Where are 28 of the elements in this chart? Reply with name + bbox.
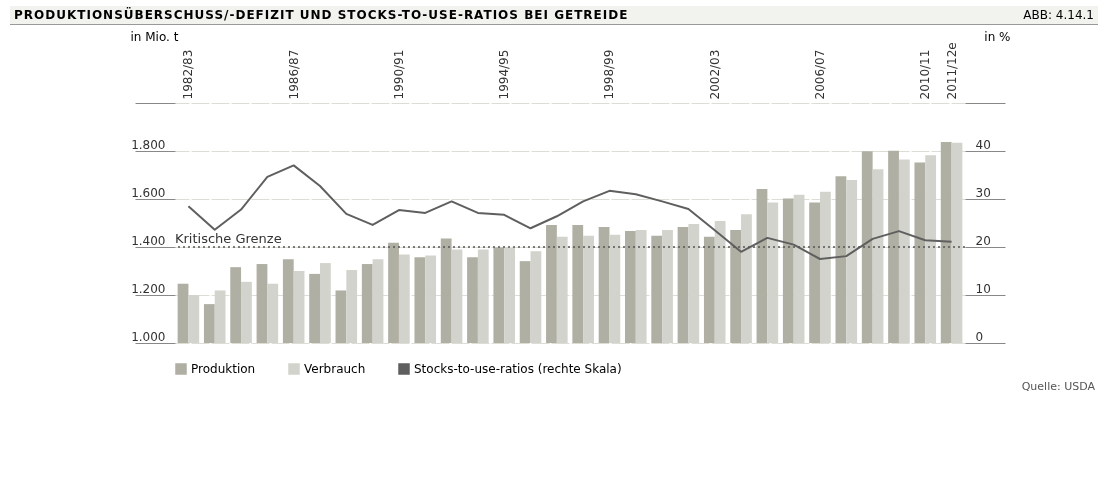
text: ABB: 4.14.1 [1023,8,1094,22]
y-tick-label: 1.600 [131,185,166,200]
y-tick-label: 1.000 [131,329,166,344]
x-tick-label: 2006/07 [813,49,827,100]
x-tick-label: 1998/99 [602,49,617,100]
y2-tick-label: 20 [975,233,991,248]
x-tick-label: 1982/83 [181,49,196,100]
legend-label: Verbrauch [304,362,366,376]
y-axis-title: in Mio. t [130,29,179,44]
legend-label: Produktion [191,362,256,376]
chart-title: PRODUKTIONSÜBERSCHUSS/-DEFIZIT UND STOCKS-TO-USE-RATIOS BEI GETREIDE [14,8,629,22]
y-tick-label: 1.800 [131,137,166,152]
x-tick-label: 1986/87 [286,49,301,100]
x-tick-label: 2010/11 [918,49,933,100]
y2-tick-label: 40 [975,137,991,152]
y2-tick-label: 10 [975,281,991,296]
legend-label: Stocks-to-use-ratios (rechte Skala) [414,362,622,376]
x-tick-label: 1990/91 [391,49,406,100]
y-tick-label: 1.400 [131,233,166,248]
ref-line-label: Kritische Grenze [175,231,282,246]
x-tick-label: 2002/03 [707,49,722,100]
y2-tick-label: 30 [975,185,991,200]
x-tick-label: 1994/95 [497,49,512,100]
x-tick-label: 2011/12e [944,42,959,100]
y-tick-label: 1.200 [131,281,166,296]
y2-tick-label: 0 [975,329,984,344]
y2-axis-title: in % [984,29,1011,44]
source-note: Quelle: USDA [1020,380,1095,393]
